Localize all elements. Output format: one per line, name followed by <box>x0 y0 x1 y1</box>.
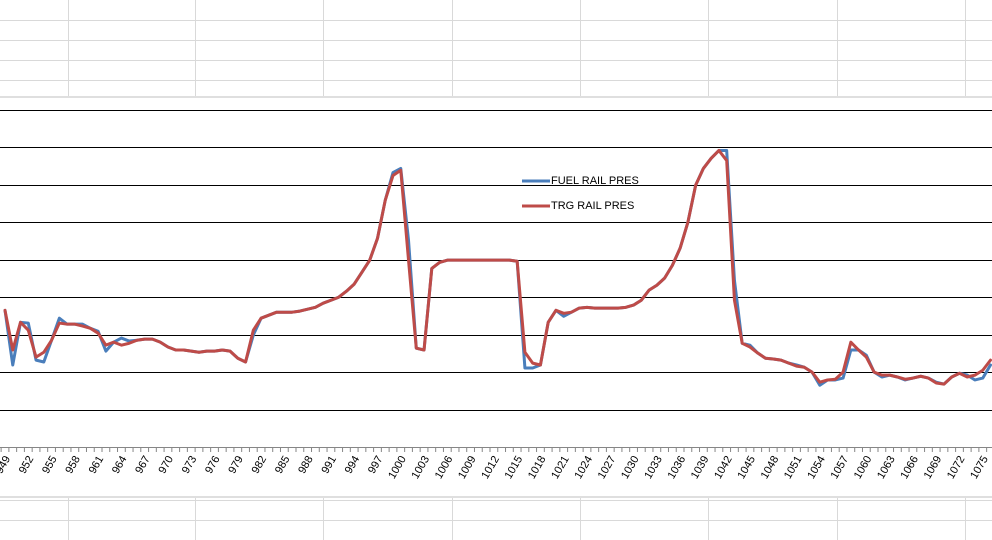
data-line <box>3 148 992 386</box>
legend-label: FUEL RAIL PRES <box>551 175 639 187</box>
legend-label: TRG RAIL PRES <box>551 200 634 212</box>
cell-columns <box>68 0 966 540</box>
